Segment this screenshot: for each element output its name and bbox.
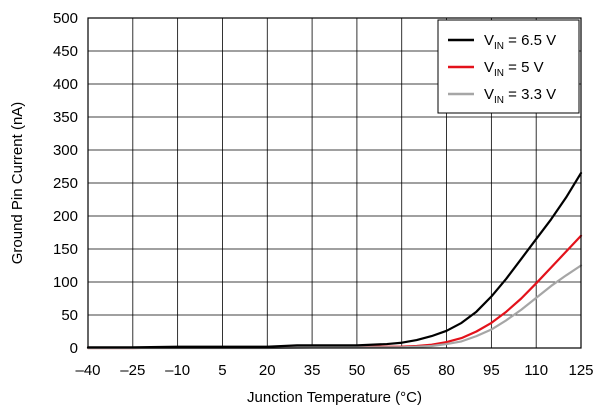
x-tick-label: 20	[259, 362, 276, 379]
legend-label-2: VIN = 3.3 V	[484, 86, 556, 106]
y-tick-label: 100	[53, 274, 78, 291]
y-tick-label: 500	[53, 10, 78, 27]
y-tick-labels: 0 50 100 150 200 250 300 350 400 450 500	[53, 10, 78, 357]
y-tick-label: 300	[53, 142, 78, 159]
series-lines	[86, 172, 583, 350]
x-tick-label: 50	[349, 362, 366, 379]
x-tick-label: 5	[218, 362, 226, 379]
x-tick-label: –25	[120, 362, 145, 379]
series-line-0	[86, 172, 583, 349]
y-tick-label: 0	[70, 340, 78, 357]
y-tick-label: 150	[53, 241, 78, 258]
x-tick-label: –10	[165, 362, 190, 379]
x-tick-label: 110	[524, 362, 548, 379]
y-tick-label: 200	[53, 208, 78, 225]
x-tick-label: 65	[393, 362, 410, 379]
y-tick-label: 250	[53, 175, 78, 192]
legend-label-0: VIN = 6.5 V	[484, 32, 556, 52]
x-tick-label: –40	[75, 362, 100, 379]
y-axis-title: Ground Pin Current (nA)	[9, 102, 26, 265]
y-tick-label: 400	[53, 76, 78, 93]
x-tick-label: 35	[304, 362, 321, 379]
grid-lines	[88, 18, 581, 348]
x-tick-label: 95	[483, 362, 500, 379]
y-tick-label: 450	[53, 43, 78, 60]
y-tick-label: 50	[61, 307, 78, 324]
x-tick-labels: –40 –25 –10 5 20 35 50 65 80 95 110 125	[75, 362, 593, 379]
x-tick-label: 80	[438, 362, 455, 379]
legend-label-1: VIN = 5 V	[484, 59, 544, 79]
series-line-1	[86, 234, 583, 350]
legend: VIN = 6.5 V VIN = 5 V VIN = 3.3 V	[437, 19, 580, 114]
x-axis-title: Junction Temperature (°C)	[247, 389, 422, 406]
plot-frame	[87, 17, 582, 349]
x-tick-label: 125	[568, 362, 593, 379]
y-tick-label: 350	[53, 109, 78, 126]
